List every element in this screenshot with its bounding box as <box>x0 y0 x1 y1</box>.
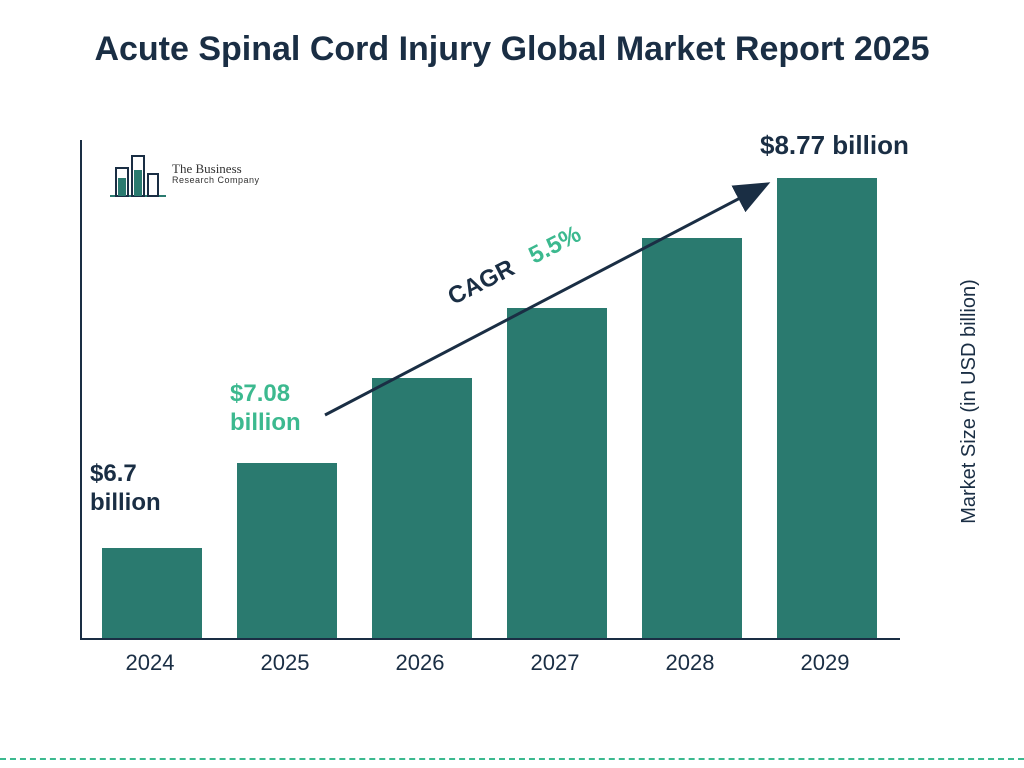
value-label-1: $7.08billion <box>230 380 301 438</box>
value-label-0: $6.7billion <box>90 460 161 518</box>
x-label-2024: 2024 <box>126 650 175 676</box>
bar-2029 <box>777 178 877 638</box>
chart-area: 202420252026202720282029 Market Size (in… <box>80 140 930 680</box>
y-axis-label: Market Size (in USD billion) <box>959 279 982 524</box>
x-label-2028: 2028 <box>666 650 715 676</box>
x-label-2025: 2025 <box>261 650 310 676</box>
chart-title: Acute Spinal Cord Injury Global Market R… <box>0 0 1024 71</box>
bar-2027 <box>507 308 607 638</box>
bar-2024 <box>102 548 202 638</box>
bottom-dashed-divider <box>0 758 1024 760</box>
x-label-2026: 2026 <box>396 650 445 676</box>
bar-2025 <box>237 463 337 638</box>
x-axis-labels: 2024 2025 2026 2027 2028 2029 <box>80 650 900 680</box>
x-label-2029: 2029 <box>801 650 850 676</box>
bar-2026 <box>372 378 472 638</box>
bar-2028 <box>642 238 742 638</box>
plot-region <box>80 140 900 640</box>
x-label-2027: 2027 <box>531 650 580 676</box>
value-label-2: $8.77 billion <box>760 130 909 161</box>
